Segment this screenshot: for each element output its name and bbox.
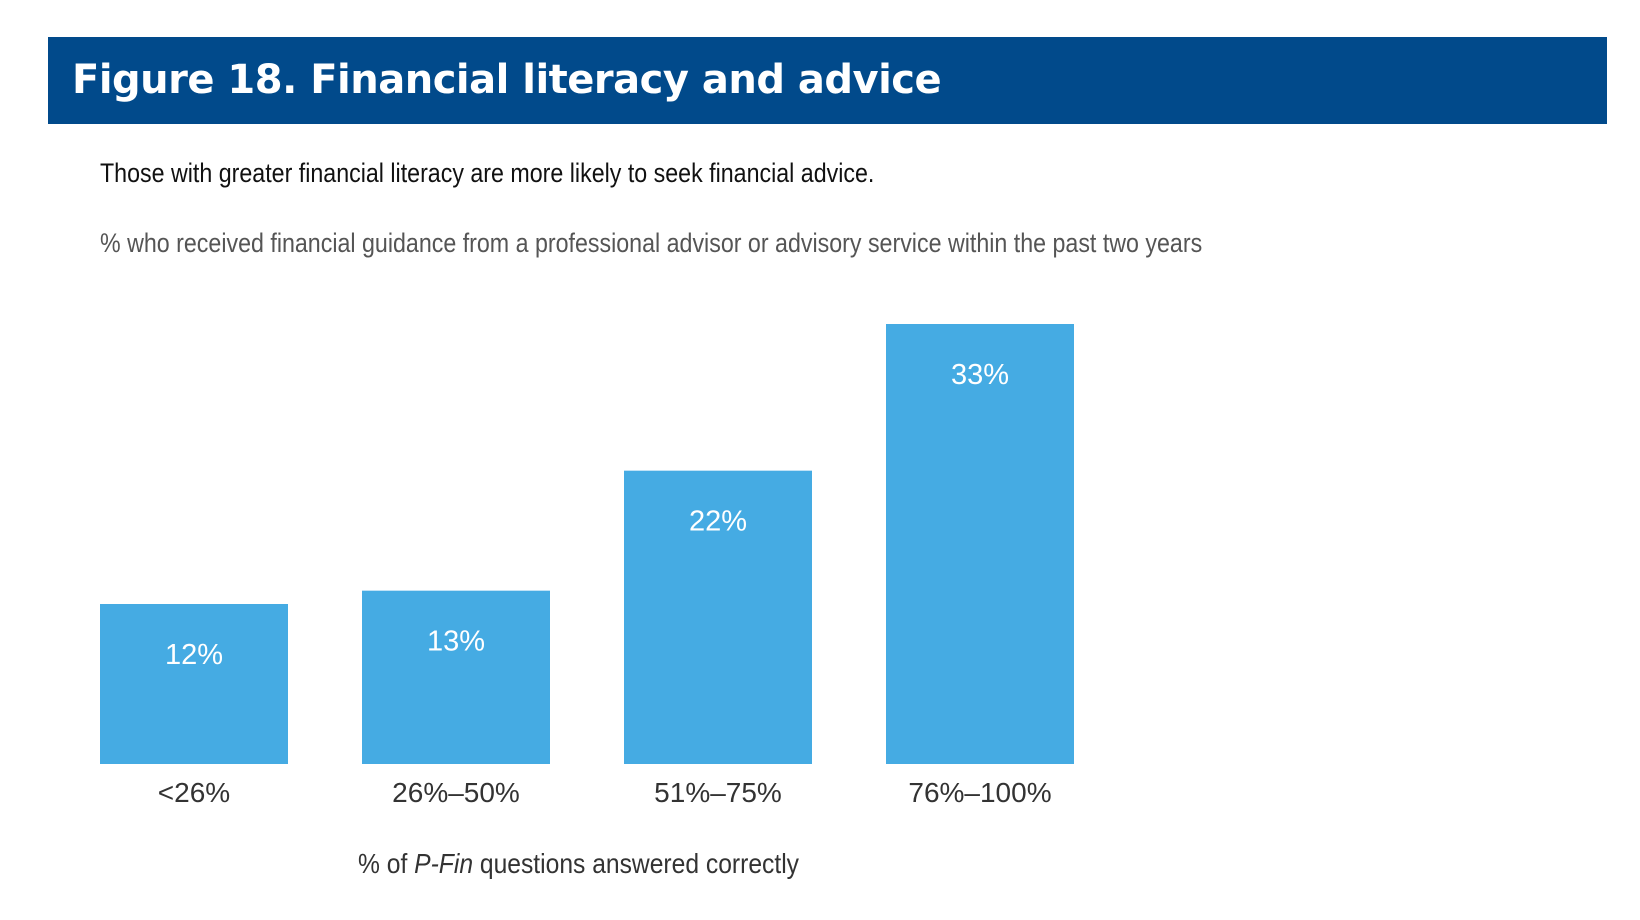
x-axis-label-suffix: questions answered correctly — [473, 848, 799, 879]
chart-description: % who received financial guidance from a… — [100, 228, 1203, 258]
bar-4 — [886, 324, 1074, 764]
figure-title: Figure 18. Financial literacy and advice — [72, 57, 942, 103]
x-axis-label-emphasis: P-Fin — [414, 848, 474, 879]
x-axis-label-prefix: % of — [358, 848, 415, 879]
bar-value-label-3: 22% — [689, 506, 747, 538]
bar-1 — [100, 604, 288, 764]
bar-2 — [362, 590, 550, 764]
x-tick-label-4: 76%–100% — [908, 777, 1051, 808]
bar-value-label-1: 12% — [165, 639, 223, 671]
x-tick-label-3: 51%–75% — [654, 777, 782, 808]
chart-subtitle: Those with greater financial literacy ar… — [100, 158, 875, 188]
x-axis-label: % of P-Fin questions answered correctly — [358, 848, 799, 880]
bar-value-label-2: 13% — [427, 626, 485, 658]
bar-3 — [624, 470, 812, 764]
x-tick-label-1: <26% — [158, 777, 230, 808]
x-tick-label-2: 26%–50% — [392, 777, 520, 808]
figure-header-bar: Figure 18. Financial literacy and advice — [48, 37, 1607, 124]
bar-value-label-4: 33% — [951, 359, 1009, 391]
